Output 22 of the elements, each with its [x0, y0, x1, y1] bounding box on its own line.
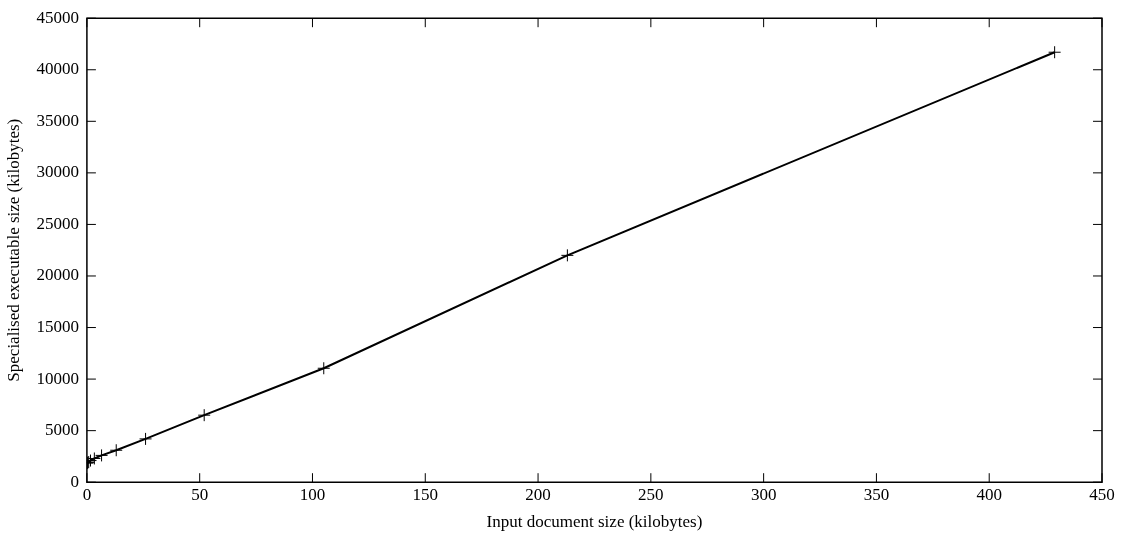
y-tick-label: 0	[70, 471, 79, 491]
x-axis-title: Input document size (kilobytes)	[486, 512, 703, 532]
x-tick-label: 150	[412, 484, 439, 504]
y-tick-label: 10000	[36, 368, 79, 388]
x-tick-label: 400	[976, 484, 1002, 504]
x-tick-label: 100	[299, 484, 326, 504]
y-tick-label: 15000	[36, 317, 79, 336]
x-tick-label: 250	[638, 484, 664, 504]
x-tick-label: 200	[525, 484, 551, 504]
y-tick-label: 45000	[36, 7, 79, 27]
x-tick-label: 450	[1089, 484, 1115, 504]
x-tick-label: 300	[750, 484, 777, 504]
x-tick-label: 50	[191, 484, 209, 504]
y-tick-label: 35000	[36, 110, 79, 130]
y-tick-label: 25000	[36, 213, 79, 233]
y-tick-label: 40000	[36, 59, 79, 79]
y-tick-label: 20000	[36, 265, 79, 285]
x-tick-label: 0	[82, 484, 92, 504]
y-tick-label: 5000	[44, 420, 79, 440]
y-axis-title: Specialised executable size (kilobytes)	[3, 118, 23, 382]
y-tick-label: 30000	[36, 162, 79, 182]
x-tick-label: 350	[863, 484, 890, 504]
